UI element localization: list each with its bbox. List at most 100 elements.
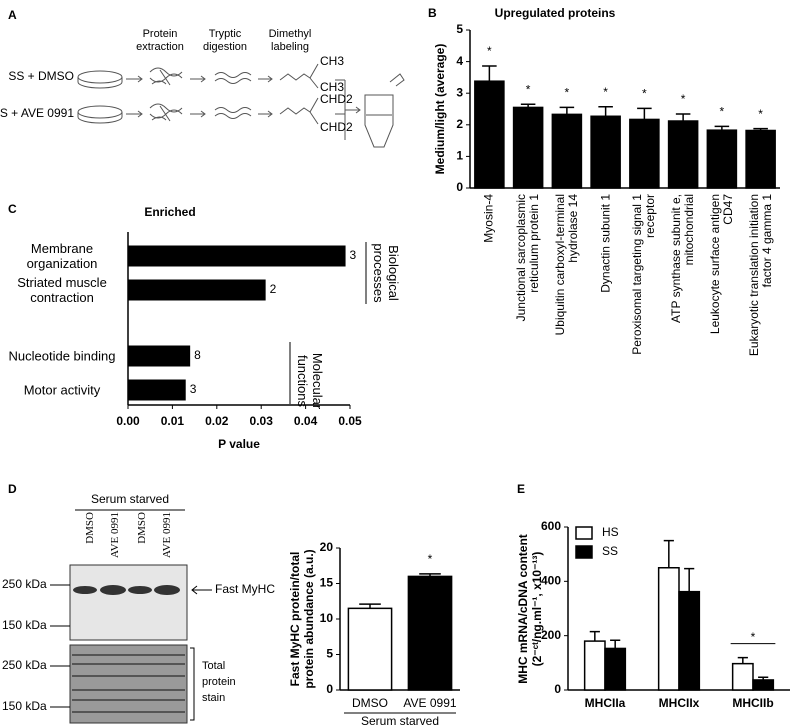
bar — [128, 245, 346, 267]
significance: * — [565, 86, 570, 100]
y-tick-label: Membrane organization — [26, 241, 98, 271]
significance: * — [751, 630, 756, 644]
error-bar — [675, 113, 691, 122]
marker-label: 250 kDa — [2, 658, 47, 672]
stain-bands — [72, 654, 185, 713]
y-tick-label: 10 — [320, 611, 334, 625]
y-axis-label: MHC mRNA/cDNA content (2⁻ᶜᵗ/ng.ml⁻¹, x10… — [516, 533, 544, 684]
panel-label: D — [8, 482, 17, 496]
x-tick-label: Peroxisomal targeting signal 1 receptor — [630, 194, 658, 355]
panel-label: C — [8, 202, 17, 216]
bar — [590, 115, 621, 189]
band-label: Fast MyHC — [215, 582, 275, 596]
blot-group: Serum starved — [91, 492, 169, 506]
error-bar — [482, 65, 497, 82]
blot-bands — [73, 585, 180, 595]
bar — [706, 129, 738, 189]
stain-label: Total protein stain — [202, 660, 236, 704]
y-tick-label: 3 — [456, 85, 463, 99]
count-label: 3 — [350, 248, 357, 262]
significance: * — [681, 92, 686, 106]
bar — [629, 118, 660, 189]
significance: * — [720, 105, 725, 119]
legend-label: SS — [602, 544, 618, 558]
y-tick-label: 4 — [456, 54, 463, 68]
legend-swatch — [575, 526, 593, 540]
workflow-step: Dimethyl labeling — [268, 28, 312, 53]
label-group: CH3 — [320, 54, 344, 68]
error-bar — [663, 539, 674, 568]
x-tick-label: 0.04 — [294, 414, 318, 428]
bar — [128, 379, 186, 401]
label-group: CHD2 — [320, 120, 353, 134]
chart-title: Upregulated proteins — [495, 6, 616, 20]
blot-annotations — [50, 509, 212, 721]
x-tick-label: Myosin-4 — [481, 194, 496, 243]
x-tick-label: 0.00 — [116, 414, 140, 428]
bar — [128, 279, 266, 301]
y-tick-label: 0 — [456, 180, 463, 194]
x-tick-label: Dynactin subunit 1 — [598, 194, 613, 293]
x-tick-label: 0.01 — [161, 414, 185, 428]
group-label: Biological processes — [371, 243, 401, 303]
bar — [551, 113, 583, 189]
bar — [407, 575, 453, 691]
workflow-step: Tryptic digestion — [202, 28, 248, 53]
marker-label: 150 kDa — [2, 699, 47, 713]
significance: * — [428, 552, 433, 566]
lane-label: DMSO — [136, 512, 148, 544]
bar — [474, 80, 505, 189]
bar — [604, 647, 627, 691]
significance: * — [758, 107, 763, 121]
bar — [667, 120, 699, 189]
y-tick-label: 2 — [456, 117, 463, 131]
x-tick-label: 0.03 — [250, 414, 274, 428]
x-tick-label: 0.05 — [338, 414, 362, 428]
marker-label: 150 kDa — [2, 618, 47, 632]
label-group: CH3 — [320, 80, 344, 94]
legend-label: HS — [602, 525, 619, 539]
bar — [678, 590, 701, 691]
y-axis-label: Fast MyHC protein/total protein abundanc… — [288, 549, 316, 689]
y-tick-label: 0 — [326, 682, 333, 696]
x-axis-label: P value — [218, 437, 260, 451]
y-tick-label: Striated muscle contraction — [17, 275, 107, 305]
bar — [583, 640, 606, 691]
y-axis-label: Medium/light (average) — [433, 43, 447, 175]
y-tick-label: Nucleotide binding — [8, 348, 116, 364]
x-tick-label: Leukocyte surface antigen CD47 — [707, 194, 735, 335]
sample-label: SS + DMSO — [8, 69, 74, 83]
group-label: Serum starved — [361, 714, 439, 728]
x-tick-label: 0.02 — [205, 414, 229, 428]
x-tick-label: Junctional sarcoplasmic reticulum protei… — [514, 194, 542, 322]
y-tick-label: 1 — [456, 149, 463, 163]
count-label: 3 — [190, 382, 197, 396]
x-tick-label: ATP synthase subunit e, mitochondrial — [669, 194, 697, 323]
bar — [731, 662, 754, 691]
panel-label: E — [517, 482, 525, 496]
error-bar — [684, 567, 695, 592]
y-tick-label: 20 — [320, 540, 334, 554]
blot-myhc — [69, 564, 188, 641]
significance: * — [487, 44, 492, 58]
lane-label: DMSO — [84, 512, 96, 544]
legend-swatch — [575, 545, 593, 559]
label-group: CHD2 — [320, 92, 353, 106]
y-tick-label: 200 — [541, 628, 561, 642]
significance: * — [642, 87, 647, 101]
x-tick-label: MHCIIa — [585, 696, 626, 710]
x-tick-label: Eukaryotic translation initiation factor… — [746, 194, 774, 357]
y-tick-label: Motor activity — [23, 382, 101, 398]
error-bar — [589, 630, 600, 642]
y-tick-label: 0 — [554, 682, 561, 696]
x-tick-label: AVE 0991 — [403, 696, 456, 710]
panel-label: A — [8, 8, 17, 22]
significance: * — [526, 82, 531, 96]
significance: * — [603, 85, 608, 99]
workflow-drawing — [77, 63, 405, 148]
count-label: 2 — [270, 282, 277, 296]
y-tick-label: 400 — [541, 574, 561, 588]
y-tick-label: 5 — [456, 22, 463, 36]
